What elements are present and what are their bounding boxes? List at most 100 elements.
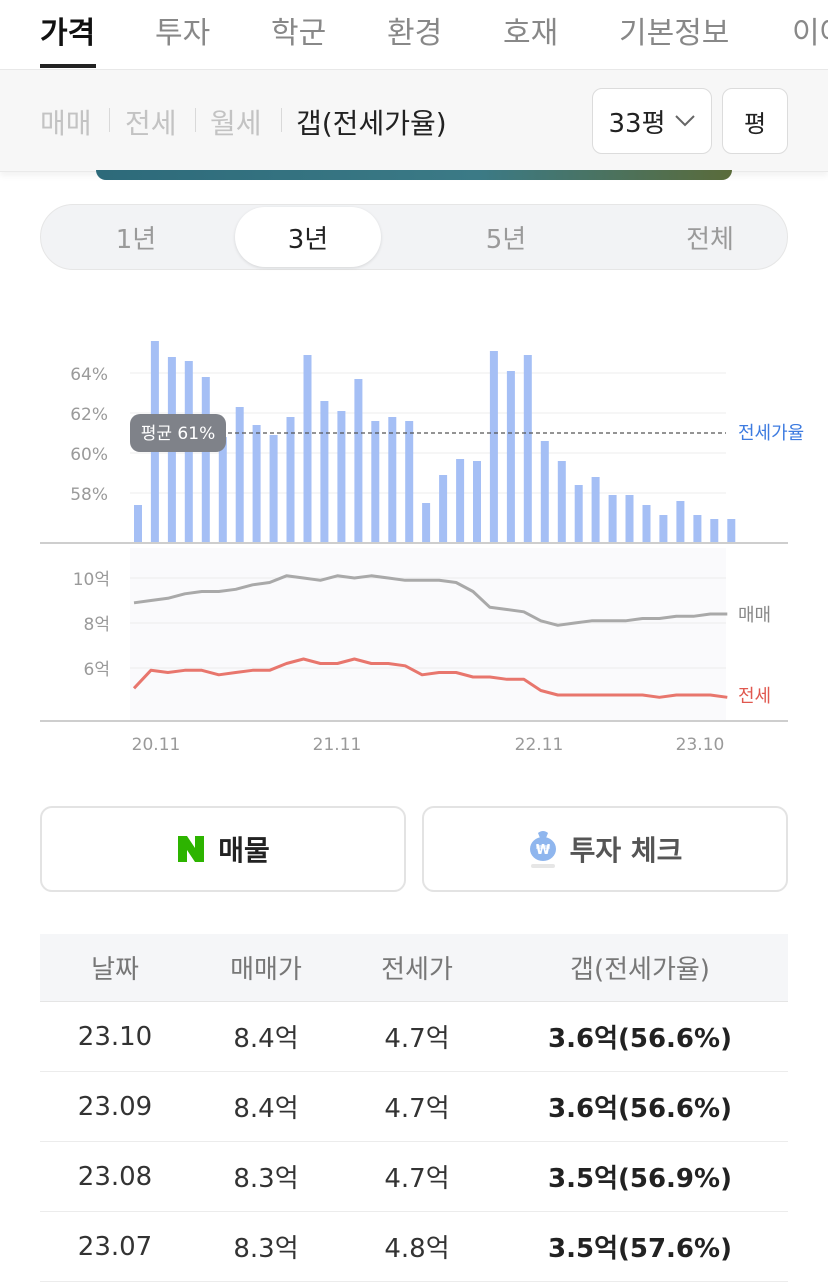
jeonse-ratio-bar (727, 519, 736, 542)
y-tick-label: 64% (70, 365, 108, 385)
jeonse-ratio-bar (659, 515, 668, 542)
x-tick-label: 22.11 (515, 735, 564, 755)
type-option-monthly[interactable]: 월세 (210, 107, 262, 140)
column-header-gap: 갭(전세가율) (570, 955, 710, 985)
tab-development[interactable]: 호재 (503, 16, 559, 51)
cell-jeonse: 4.7억 (384, 1164, 450, 1194)
jeonse-ratio-bar (337, 411, 346, 542)
column-header-jeonse: 전세가 (381, 955, 453, 985)
cell-gap: 3.6억(56.6%) (548, 1094, 732, 1124)
jeonse-ratio-bar (523, 355, 532, 542)
divider (109, 108, 110, 132)
tab-basic-info[interactable]: 기본정보 (619, 16, 730, 51)
y-tick-label: 60% (70, 445, 108, 465)
type-option-sale[interactable]: 매매 (40, 107, 92, 140)
investment-check-button[interactable]: ₩ 투자 체크 (422, 806, 788, 892)
tab-school[interactable]: 학군 (271, 16, 327, 51)
table-row: 23.09 8.4억 4.7억 3.6억(56.6%) (40, 1072, 788, 1142)
jeonse-ratio-bar (693, 515, 702, 542)
jeonse-ratio-bar (557, 461, 566, 542)
table-row: 23.08 8.3억 4.7억 3.5억(56.9%) (40, 1142, 788, 1212)
cell-gap: 3.5억(57.6%) (548, 1234, 732, 1264)
period-1y[interactable]: 1년 (115, 224, 157, 255)
sale-price-line (133, 574, 728, 627)
jeonse-ratio-bar (574, 485, 583, 542)
cell-sale: 8.3억 (233, 1234, 299, 1264)
y-tick-label: 58% (70, 485, 108, 505)
jeonse-ratio-bar (235, 407, 244, 542)
type-option-jeonse[interactable]: 전세 (125, 107, 177, 140)
jeonse-ratio-bar (354, 379, 363, 542)
cell-date: 23.09 (77, 1091, 153, 1122)
jeonse-ratio-bar (388, 417, 397, 542)
size-select-value: 33평 (608, 108, 666, 139)
cell-jeonse: 4.8억 (384, 1234, 450, 1264)
period-5y[interactable]: 5년 (485, 224, 527, 255)
divider (195, 108, 196, 132)
jeonse-ratio-bar (269, 435, 278, 542)
x-tick-label: 20.11 (132, 735, 181, 755)
header-image-strip (96, 170, 732, 180)
top-nav: 가격 투자 학군 환경 호재 기본정보 이야 (0, 0, 828, 70)
tab-story[interactable]: 이야 (792, 16, 828, 51)
divider (281, 108, 282, 132)
jeonse-ratio-bar (320, 401, 329, 542)
naver-n-icon (178, 836, 205, 862)
cell-jeonse: 4.7억 (384, 1094, 450, 1124)
jeonse-ratio-bar (540, 441, 549, 542)
tab-investment[interactable]: 투자 (155, 16, 211, 51)
average-badge-label: 평균 61% (141, 424, 215, 444)
jeonse-series-label: 전세 (738, 686, 771, 707)
sale-series-label: 매매 (738, 605, 771, 626)
price-table: 날짜 매매가 전세가 갭(전세가율) 23.10 8.4억 4.7억 3.6억(… (40, 934, 788, 1282)
table-row: 23.07 8.3억 4.8억 3.5억(57.6%) (40, 1212, 788, 1282)
table-row: 23.10 8.4억 4.7억 3.6억(56.6%) (40, 1002, 788, 1072)
y-tick-label: 6억 (84, 660, 110, 680)
column-header-sale: 매매가 (230, 955, 302, 985)
jeonse-ratio-bar (608, 495, 617, 542)
average-badge (130, 414, 226, 452)
chevron-down-icon (674, 115, 695, 127)
size-select[interactable]: 33평 (592, 88, 712, 154)
cell-sale: 8.4억 (233, 1094, 299, 1124)
cell-date: 23.10 (77, 1021, 153, 1052)
jeonse-ratio-bar (473, 461, 481, 542)
jeonse-ratio-bar (506, 371, 515, 542)
tab-price[interactable]: 가격 (40, 16, 96, 51)
jeonse-ratio-bar (591, 477, 600, 542)
cell-sale: 8.4억 (233, 1024, 299, 1054)
jeonse-ratio-bar (371, 421, 380, 542)
price-chart: 64% 62% 60% 58% 평균 61% 전세가율 10억 8억 6억 매매… (40, 341, 804, 755)
cell-date: 23.08 (77, 1161, 153, 1192)
jeonse-ratio-bar (134, 505, 142, 542)
jeonse-ratio-bar (201, 377, 210, 542)
jeonse-ratio-bar (625, 495, 634, 542)
jeonse-ratio-bar (642, 505, 651, 542)
jeonse-ratio-bar (489, 351, 498, 542)
money-bag-icon: ₩ (529, 831, 556, 868)
cell-date: 23.07 (77, 1231, 153, 1262)
cell-sale: 8.3억 (233, 1164, 299, 1194)
jeonse-ratio-bar (676, 501, 685, 542)
ratio-series-label: 전세가율 (738, 423, 804, 444)
period-selector: 1년 3년 5년 전체 (40, 204, 788, 270)
type-option-gap[interactable]: 갭(전세가율) (296, 107, 447, 140)
period-all[interactable]: 전체 (686, 224, 734, 255)
jeonse-ratio-bar (252, 425, 261, 542)
jeonse-ratio-bar (422, 503, 431, 542)
cell-gap: 3.6억(56.6%) (548, 1024, 732, 1054)
active-tab-indicator (40, 64, 96, 68)
jeonse-ratio-bar (286, 417, 295, 542)
jeonse-ratio-bar (405, 421, 414, 542)
cell-gap: 3.5억(56.9%) (548, 1164, 732, 1194)
unit-toggle-button[interactable]: 평 (722, 88, 788, 154)
x-tick-label: 21.11 (313, 735, 362, 755)
y-tick-label: 62% (70, 405, 108, 425)
listings-button-label: 매물 (218, 834, 270, 867)
period-3y[interactable]: 3년 (235, 207, 381, 267)
listings-button[interactable]: 매물 (40, 806, 406, 892)
x-tick-label: 23.10 (676, 735, 725, 755)
jeonse-ratio-bar (218, 437, 227, 542)
tab-environment[interactable]: 환경 (387, 16, 443, 51)
investment-check-label: 투자 체크 (569, 834, 683, 867)
